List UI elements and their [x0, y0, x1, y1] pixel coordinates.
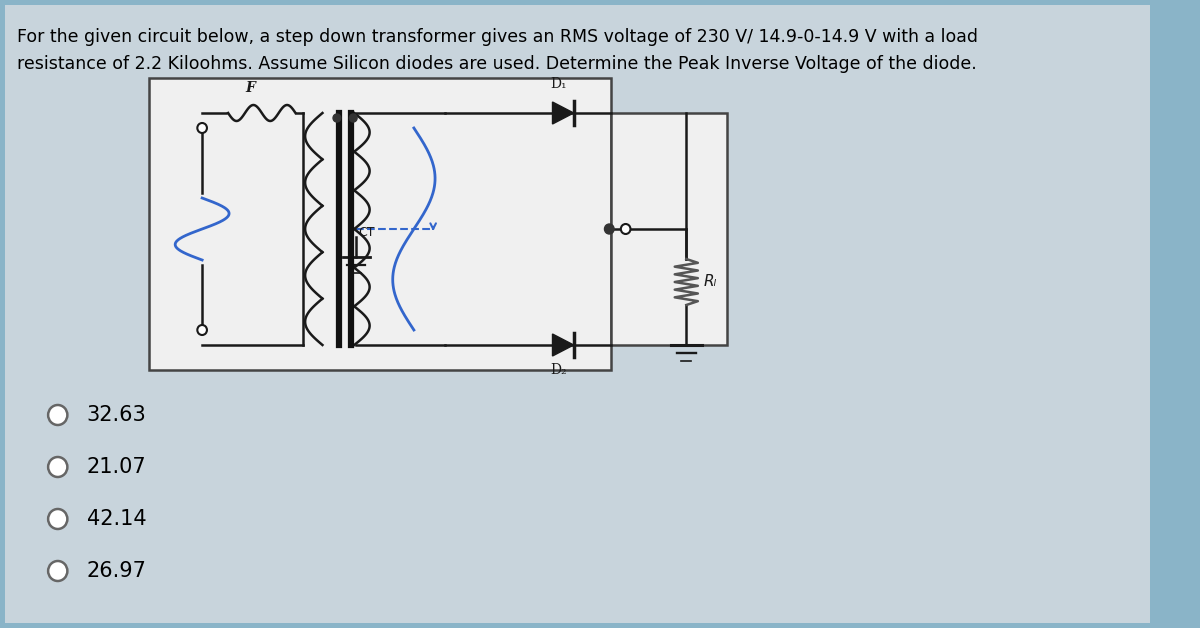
FancyBboxPatch shape	[611, 113, 727, 345]
Text: D₂: D₂	[550, 363, 566, 377]
Text: D₁: D₁	[550, 77, 566, 91]
Circle shape	[334, 114, 341, 122]
Text: 21.07: 21.07	[86, 457, 146, 477]
Text: For the given circuit below, a step down transformer gives an RMS voltage of 230: For the given circuit below, a step down…	[17, 28, 978, 46]
FancyBboxPatch shape	[5, 5, 1151, 623]
Text: Rₗ: Rₗ	[703, 274, 716, 290]
Circle shape	[197, 123, 206, 133]
Text: resistance of 2.2 Kiloohms. Assume Silicon diodes are used. Determine the Peak I: resistance of 2.2 Kiloohms. Assume Silic…	[17, 55, 977, 73]
Text: CT: CT	[358, 225, 374, 239]
Text: F: F	[246, 81, 256, 95]
Polygon shape	[552, 334, 574, 356]
Circle shape	[605, 224, 614, 234]
Circle shape	[48, 509, 67, 529]
Circle shape	[48, 457, 67, 477]
Polygon shape	[552, 102, 574, 124]
Circle shape	[349, 114, 358, 122]
Text: 42.14: 42.14	[86, 509, 146, 529]
Circle shape	[48, 405, 67, 425]
Circle shape	[48, 561, 67, 581]
Circle shape	[197, 325, 206, 335]
Text: 26.97: 26.97	[86, 561, 146, 581]
FancyBboxPatch shape	[149, 78, 611, 370]
Text: 32.63: 32.63	[86, 405, 146, 425]
Circle shape	[620, 224, 630, 234]
